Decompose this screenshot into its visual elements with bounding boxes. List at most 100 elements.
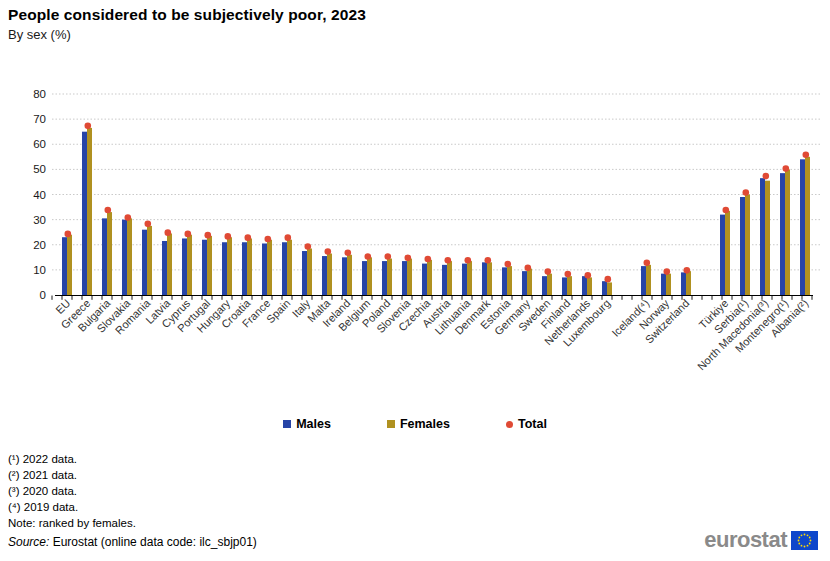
total-dot: [763, 173, 770, 180]
y-tick-label: 10: [33, 264, 46, 276]
bar-males: [362, 261, 367, 295]
bar-females: [287, 240, 292, 295]
y-tick-label: 70: [33, 113, 46, 125]
flag-star-icon: [798, 539, 800, 541]
eurostat-logo: eurostat: [704, 527, 818, 553]
bar-females: [567, 276, 572, 295]
bar-males: [562, 277, 567, 295]
bar-females: [527, 269, 532, 295]
bar-females: [447, 261, 452, 295]
total-swatch-icon: [506, 421, 513, 428]
flag-star-icon: [809, 536, 811, 538]
bar-females: [467, 261, 472, 295]
flag-star-icon: [810, 539, 812, 541]
bar-females: [247, 238, 252, 295]
total-dot: [743, 189, 750, 196]
total-dot: [723, 207, 730, 214]
bar-females: [407, 259, 412, 295]
y-tick-label: 20: [33, 239, 46, 251]
bar-females: [187, 235, 192, 295]
footnotes: (¹) 2022 data. (²) 2021 data. (³) 2020 d…: [8, 451, 257, 550]
legend-item-females: Females: [387, 417, 450, 431]
bar-males: [302, 251, 307, 295]
total-dot: [185, 231, 192, 238]
total-dot: [145, 221, 152, 228]
legend-label-females: Females: [400, 417, 450, 431]
flag-star-icon: [804, 545, 806, 547]
bar-females: [686, 271, 691, 295]
legend-item-males: Males: [283, 417, 331, 431]
bar-males: [322, 256, 327, 295]
legend: Males Females Total: [0, 417, 830, 431]
total-dot: [305, 243, 312, 250]
bar-females: [607, 282, 612, 295]
source-text: Eurostat (online data code: ilc_sbjp01): [49, 535, 256, 549]
total-dot: [85, 123, 92, 130]
bar-males: [102, 218, 107, 295]
bar-males: [162, 241, 167, 295]
flag-star-icon: [798, 536, 800, 538]
bar-males: [242, 242, 247, 295]
bar-males: [142, 230, 147, 295]
total-dot: [385, 253, 392, 260]
y-tick-label: 60: [33, 138, 46, 150]
bar-females: [167, 233, 172, 295]
bar-males: [641, 266, 646, 295]
total-dot: [525, 265, 532, 272]
footnote-3: (³) 2020 data.: [8, 483, 257, 499]
bar-males: [342, 257, 347, 295]
source-line: Source: Eurostat (online data code: ilc_…: [8, 534, 257, 550]
total-dot: [245, 234, 252, 241]
bar-males: [482, 262, 487, 295]
bar-females: [507, 266, 512, 295]
bar-males: [402, 261, 407, 295]
total-dot: [803, 151, 810, 158]
y-tick-label: 40: [33, 189, 46, 201]
bar-females: [87, 128, 92, 295]
bar-females: [487, 262, 492, 295]
eu-flag-icon: [791, 531, 818, 550]
bar-males: [522, 271, 527, 295]
page: People considered to be subjectively poo…: [0, 0, 830, 561]
bar-males: [602, 281, 607, 295]
bar-females: [587, 277, 592, 295]
total-dot: [405, 254, 412, 261]
bar-chart: 01020304050607080EUGreeceBulgariaSlovaki…: [0, 0, 830, 415]
bar-males: [502, 267, 507, 295]
flag-star-icon: [807, 544, 809, 546]
bar-females: [765, 181, 770, 295]
total-dot: [205, 232, 212, 239]
bar-females: [666, 274, 671, 295]
flag-star-icon: [801, 544, 803, 546]
bar-males: [780, 173, 785, 295]
bar-males: [720, 215, 725, 295]
legend-label-males: Males: [296, 417, 331, 431]
bar-males: [382, 261, 387, 295]
total-dot: [425, 256, 432, 263]
total-dot: [664, 268, 671, 275]
y-tick-label: 50: [33, 163, 46, 175]
males-swatch-icon: [283, 420, 291, 428]
total-dot: [345, 249, 352, 256]
bar-females: [745, 195, 750, 296]
total-dot: [505, 261, 512, 268]
total-dot: [605, 276, 612, 283]
bar-females: [207, 236, 212, 295]
bar-females: [227, 237, 232, 295]
footnote-1: (¹) 2022 data.: [8, 451, 257, 467]
bar-females: [427, 260, 432, 295]
total-dot: [485, 257, 492, 264]
bar-females: [267, 240, 272, 295]
bar-females: [646, 265, 651, 295]
total-dot: [105, 207, 112, 214]
total-dot: [644, 259, 651, 266]
total-dot: [365, 253, 372, 260]
females-swatch-icon: [387, 420, 395, 428]
bar-females: [67, 235, 72, 295]
total-dot: [125, 214, 132, 221]
footnote-4: (⁴) 2019 data.: [8, 499, 257, 515]
bar-males: [122, 220, 127, 295]
total-dot: [565, 271, 572, 278]
flag-star-icon: [801, 534, 803, 536]
flag-star-icon: [809, 542, 811, 544]
